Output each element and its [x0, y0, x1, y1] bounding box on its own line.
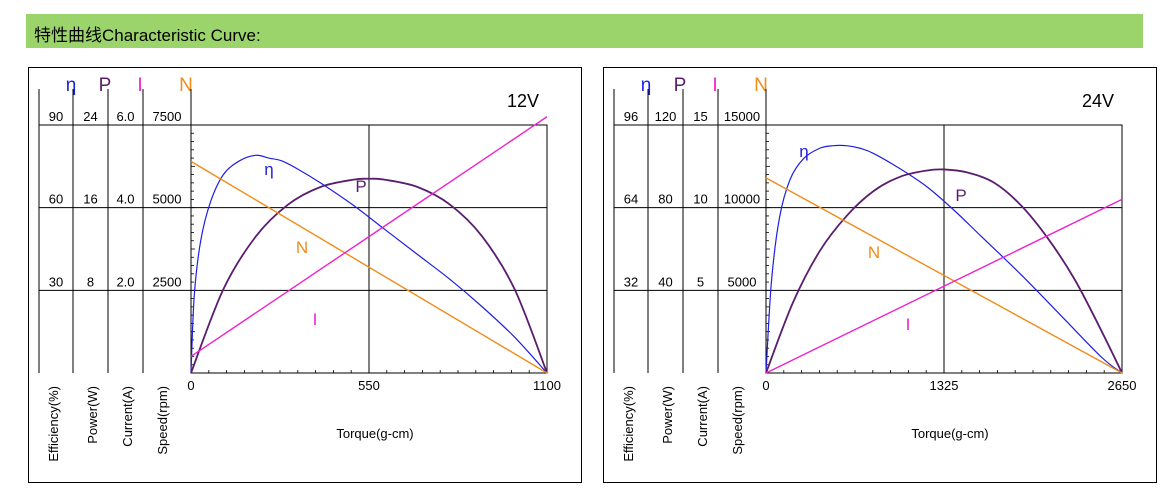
series-power-curve — [190, 177, 548, 374]
axis-symbol-speed: N — [179, 75, 193, 96]
section-header: 特性曲线Characteristic Curve: — [26, 14, 1143, 48]
x-tick-label: 550 — [358, 378, 380, 393]
chart-title: 24V — [1082, 91, 1114, 111]
tick-label-current: 6.0 — [116, 109, 134, 124]
x-tick-label: 0 — [762, 378, 769, 393]
axis-symbol-power: P — [674, 75, 687, 96]
series-current-line — [765, 198, 1123, 374]
x-tick-label: 0 — [187, 378, 194, 393]
tick-label-power: 16 — [83, 192, 97, 207]
axis-label-power: Power(W) — [85, 386, 100, 444]
x-tick-label: 1100 — [533, 378, 561, 393]
axis-symbol-efficiency: η — [66, 75, 77, 96]
chart-title: 12V — [507, 91, 539, 111]
characteristic-chart-12v: η P I N 12V 90 60 30 24 16 8 6.0 4.0 2.0 7500 5000 2500 0… — [38, 75, 561, 462]
axis-symbol-power: P — [99, 75, 112, 96]
tick-label-current: 10 — [693, 192, 707, 207]
series-current-line — [190, 116, 548, 358]
tick-label-efficiency: 60 — [49, 192, 63, 207]
axis-label-speed: Speed(rpm) — [730, 386, 745, 455]
series-label-efficiency: η — [799, 142, 808, 161]
tick-label-power: 24 — [83, 109, 97, 124]
tick-label-efficiency: 90 — [49, 109, 63, 124]
tick-label-power: 40 — [658, 274, 672, 289]
characteristic-chart-24v: η P I N 24V 96 64 32 120 80 40 15 10 5 15000 10000 5000 0… — [613, 75, 1137, 462]
axis-label-efficiency: Efficiency(%) — [46, 386, 61, 462]
series-efficiency-curve — [190, 154, 548, 374]
series-efficiency-curve — [765, 144, 1123, 374]
tick-label-speed: 15000 — [724, 109, 760, 124]
tick-label-current: 4.0 — [116, 192, 134, 207]
axis-symbol-current: I — [712, 75, 717, 96]
series-speed-line — [190, 160, 548, 374]
tick-label-power: 120 — [655, 109, 677, 124]
tick-label-efficiency: 30 — [49, 274, 63, 289]
tick-label-power: 80 — [658, 192, 672, 207]
tick-label-speed: 10000 — [724, 192, 760, 207]
tick-label-speed: 2500 — [153, 274, 182, 289]
series-label-current: I — [313, 310, 318, 329]
series-power-curve — [765, 168, 1123, 374]
x-tick-label: 1325 — [930, 378, 959, 393]
axis-label-speed: Speed(rpm) — [155, 386, 170, 455]
axis-label-power: Power(W) — [660, 386, 675, 444]
tick-label-efficiency: 64 — [624, 192, 638, 207]
tick-label-efficiency: 32 — [624, 274, 638, 289]
chart-panel-12v: η P I N 12V 90 60 30 24 16 8 6.0 4.0 2.0 7500 5000 2500 0… — [28, 67, 582, 483]
axis-symbol-current: I — [137, 75, 142, 96]
series-label-speed: N — [868, 243, 880, 262]
tick-label-current: 5 — [697, 274, 704, 289]
axis-symbol-speed: N — [754, 75, 768, 96]
tick-label-current: 2.0 — [116, 274, 134, 289]
series-label-speed: N — [296, 238, 308, 257]
series-label-efficiency: η — [264, 160, 273, 179]
series-label-power: P — [355, 177, 366, 196]
tick-label-efficiency: 96 — [624, 109, 638, 124]
series-label-current: I — [906, 315, 911, 334]
tick-label-power: 8 — [87, 274, 94, 289]
series-label-power: P — [955, 186, 966, 205]
x-axis-label: Torque(g-cm) — [911, 426, 988, 441]
axis-label-current: Current(A) — [695, 386, 710, 447]
tick-label-speed: 5000 — [728, 274, 757, 289]
series-speed-line — [765, 177, 1123, 374]
tick-label-speed: 5000 — [153, 192, 182, 207]
tick-label-speed: 7500 — [153, 109, 182, 124]
x-axis-label: Torque(g-cm) — [336, 426, 413, 441]
axis-label-efficiency: Efficiency(%) — [621, 386, 636, 462]
chart-panel-24v: η P I N 24V 96 64 32 120 80 40 15 10 5 15000 10000 5000 0… — [603, 67, 1157, 483]
x-tick-label: 2650 — [1108, 378, 1137, 393]
section-title: 特性曲线Characteristic Curve: — [34, 26, 261, 45]
axis-label-current: Current(A) — [120, 386, 135, 447]
axis-symbol-efficiency: η — [641, 75, 652, 96]
tick-label-current: 15 — [693, 109, 707, 124]
